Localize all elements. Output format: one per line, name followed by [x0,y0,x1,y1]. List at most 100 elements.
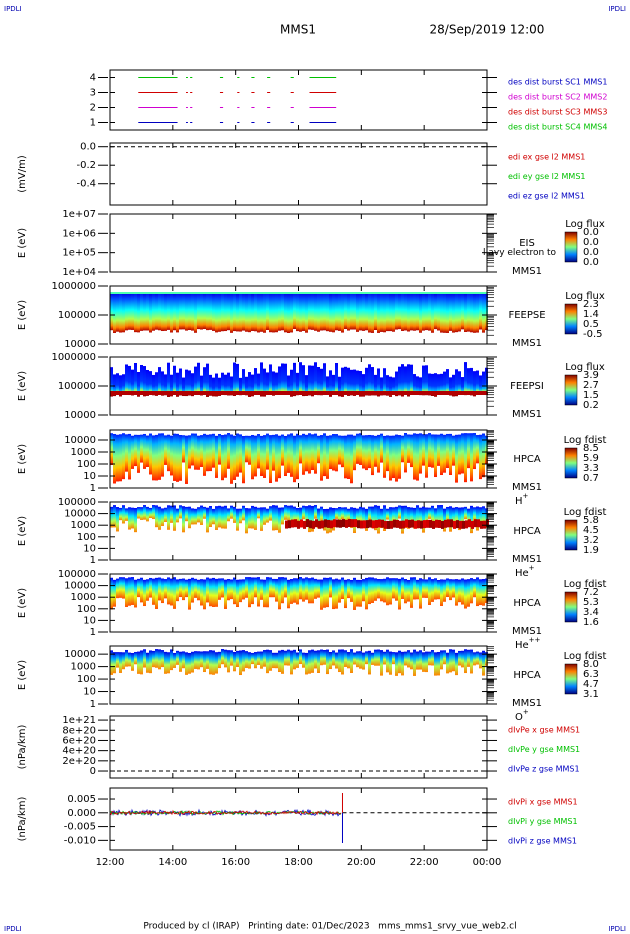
spectrogram-column [407,434,410,463]
spacecraft-title: MMS1 [280,23,316,37]
spectrogram-column [444,519,447,528]
spectrogram-column [455,652,458,676]
spectrogram-column [224,649,227,668]
spectrogram-column [137,651,140,674]
spectrogram-column [459,520,462,529]
spectrogram-column [182,293,185,330]
spectrogram-column [284,435,287,477]
spectrogram-column [464,362,467,396]
spacecraft-label: MMS1 [512,338,542,349]
spectrogram-column [320,506,323,523]
spectrogram-column [200,505,203,525]
spectrogram-column [353,652,356,665]
spectrogram-column [401,435,404,463]
spectrogram-column [221,506,224,529]
spectrogram-column [284,650,287,666]
spectrogram-column [405,519,408,528]
spectrogram-column [275,434,278,482]
spectrogram-column [212,508,215,525]
species-name: He [515,568,529,579]
spectrogram-column [197,292,200,330]
spectrogram-column [197,435,200,470]
spectrogram-column [314,362,317,395]
spectrogram-column [324,519,327,528]
spectrogram-column [335,293,338,331]
spectrogram-column [308,505,311,533]
spectrogram-column [404,579,407,604]
spectrogram-column [155,505,158,528]
spectrogram-column [290,650,293,675]
spectrogram-column [290,433,293,477]
spectrogram-column [251,374,254,397]
spectrogram-column [470,649,473,674]
spectrogram-column [191,373,194,397]
spectrogram-column [413,649,416,676]
spectrogram-column [311,577,314,604]
spectrogram-column [377,368,380,397]
spectrogram-column [308,433,311,474]
spectrogram-column [152,435,155,481]
spectrogram-column [218,433,221,465]
spectrogram-band [110,292,487,294]
spectrogram-column [134,292,137,333]
spectrogram-column [188,293,191,331]
spectrogram-column [395,652,398,676]
spectrogram-column [422,365,425,396]
spectrogram-column [158,649,161,670]
spectrogram-column [434,578,437,600]
species-charge: + [523,708,529,716]
spectrogram-column [266,372,269,395]
spectrogram-column [443,579,446,602]
spectrogram-column [296,292,299,332]
spectrogram-column [152,650,155,668]
y-tick-label: 10 [83,471,96,482]
spacecraft-label: MMS1 [512,698,542,709]
y-tick-label: -0.2 [76,160,96,171]
spectrogram-column [116,293,119,332]
spectrogram-column [473,371,476,397]
spectrogram-column [311,293,314,330]
spectrogram-column [416,579,419,600]
spectrogram-column [134,363,137,395]
spectrogram-column [317,366,320,396]
spectrogram-column [239,377,242,396]
spectrogram-column [431,292,434,333]
spectrogram-column [326,577,329,608]
spectrogram-column [413,433,416,480]
spectrogram-column [383,368,386,396]
colorbar [564,303,578,335]
spectrogram-column [113,652,116,674]
spectrogram-column [293,578,296,603]
spectrogram-column [116,434,119,482]
spectrogram-column [209,650,212,675]
x-tick-label: 12:00 [96,857,125,868]
spectrogram-column [113,433,116,484]
spectrogram-column [167,505,170,530]
spectrogram-column [227,579,230,601]
overlay-label: l avy electron to [483,248,557,258]
spectrogram-column [179,293,182,330]
spectrogram-column [230,579,233,600]
spectrogram-column [161,508,164,526]
spectrogram-column [380,433,383,463]
spectrogram-column [119,375,122,397]
y-tick-label: 100000 [58,497,96,508]
spectrogram-column [293,506,296,524]
spectrogram-column [149,293,152,333]
spectrogram-column [383,505,386,531]
spectrogram-column [426,519,429,528]
legend-entry: dIvPi z gse MMS1 [508,837,577,846]
spectrogram-column [131,652,134,671]
spectrogram-column [176,372,179,397]
spectrogram-column [416,293,419,331]
y-tick-label: 0.005 [67,794,96,805]
spectrogram-column [338,649,341,673]
spectrogram-column [263,579,266,608]
species-name: O [515,712,523,723]
spectrogram-column [191,577,194,603]
panel-frame [109,142,488,206]
y-tick-label: 1 [90,118,96,129]
spectrogram-column [398,505,401,519]
spectrogram-column [110,367,113,397]
spectrogram-column [269,650,272,671]
